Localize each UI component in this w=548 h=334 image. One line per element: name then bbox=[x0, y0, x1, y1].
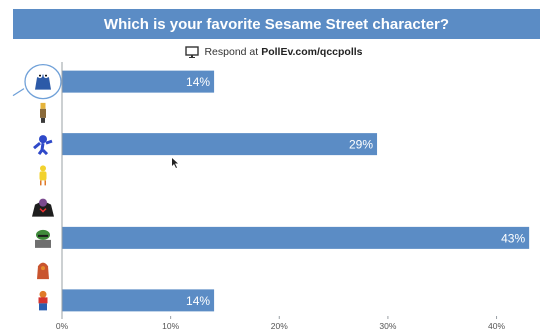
question-title-bar: Which is your favorite Sesame Street cha… bbox=[13, 9, 540, 39]
highlight-arrow bbox=[12, 88, 25, 97]
big-bird-icon bbox=[39, 165, 47, 186]
bar-label-ernie: 14% bbox=[186, 294, 210, 308]
x-tick-label: 0% bbox=[56, 321, 69, 331]
x-tick-label: 20% bbox=[271, 321, 288, 331]
highlight-circle bbox=[24, 63, 62, 100]
respond-line: Respond at PollEv.com/qccpolls bbox=[0, 43, 548, 61]
oscar-icon bbox=[35, 229, 51, 248]
mouse-cursor-icon bbox=[172, 158, 178, 168]
respond-prefix: Respond at bbox=[204, 46, 259, 58]
x-tick-label: 40% bbox=[488, 321, 505, 331]
bar-label-cookie-monster: 14% bbox=[186, 75, 210, 89]
bar-ernie bbox=[62, 289, 215, 312]
elmo-icon bbox=[37, 262, 49, 280]
bert-icon bbox=[40, 102, 46, 123]
ernie-icon bbox=[38, 290, 48, 311]
respond-url[interactable]: PollEv.com/qccpolls bbox=[261, 46, 363, 58]
bar-oscar bbox=[62, 226, 530, 249]
x-tick-label: 10% bbox=[162, 321, 179, 331]
bar-cookie-monster bbox=[62, 70, 215, 93]
cookie-monster-icon bbox=[35, 73, 51, 90]
grover-icon bbox=[33, 135, 53, 156]
bar-label-grover: 29% bbox=[349, 138, 373, 152]
bar-label-oscar: 43% bbox=[501, 231, 525, 245]
count-icon bbox=[32, 198, 54, 217]
monitor-icon bbox=[185, 46, 200, 58]
x-tick-label: 30% bbox=[379, 321, 396, 331]
bar-grover bbox=[62, 133, 378, 156]
question-title: Which is your favorite Sesame Street cha… bbox=[103, 15, 450, 33]
